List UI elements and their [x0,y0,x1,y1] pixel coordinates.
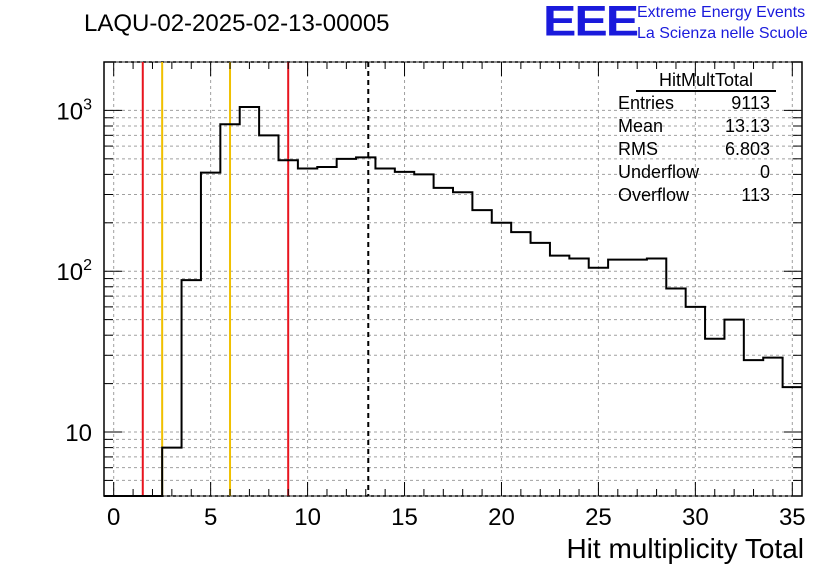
stats-value: 13.13 [724,116,770,136]
stats-title: HitMultTotal [636,70,776,92]
stats-label: RMS [618,139,658,159]
y-tick-label: 102 [56,257,92,286]
stats-value: 6.803 [724,139,770,159]
x-tick-label: 35 [779,504,806,531]
stats-row-entries: Entries 9113 [612,92,776,115]
x-axis-label: Hit multiplicity Total [566,533,804,564]
chart-title: LAQU-02-2025-02-13-00005 [84,10,390,37]
x-tick-label: 20 [488,504,515,531]
stats-label: Mean [618,116,664,136]
vertical-marker-lines [141,62,370,496]
histogram-outline [104,105,802,497]
stats-box: HitMultTotal Entries 9113 Mean 13.13 RMS 6.80… [612,70,776,207]
stats-row-overflow: Overflow 113 [612,184,776,207]
logo-line-1: Extreme Energy Events [637,4,806,21]
stats-value: 9113 [731,93,770,113]
eee-logo: EEE [543,0,639,46]
x-tick-label: 5 [204,504,217,531]
logo-line-2: La Scienza nelle Scuole [637,25,808,42]
y-tick-label: 10 [65,420,92,447]
y-tick-label: 103 [56,96,92,125]
x-tick-label: 30 [682,504,709,531]
y-axis-ticks: 10 102 103 [56,61,802,497]
stats-label: Overflow [618,185,690,205]
stats-value: 0 [759,162,770,182]
x-axis-ticks: 0 5 10 15 20 25 30 35 [107,62,806,531]
stats-rows: Entries 9113 Mean 13.13 RMS 6.803 Underflow 0 Ov… [612,92,776,207]
stats-row-rms: RMS 6.803 [612,138,776,161]
stats-label: Underflow [618,162,700,182]
x-tick-label: 0 [107,504,120,531]
stats-row-mean: Mean 13.13 [612,115,776,138]
x-tick-label: 15 [391,504,418,531]
histogram-bins [104,105,802,497]
stats-value: 113 [741,185,770,205]
x-tick-label: 25 [585,504,612,531]
stats-label: Entries [618,93,675,113]
stats-row-underflow: Underflow 0 [612,161,776,184]
x-tick-label: 10 [294,504,321,531]
